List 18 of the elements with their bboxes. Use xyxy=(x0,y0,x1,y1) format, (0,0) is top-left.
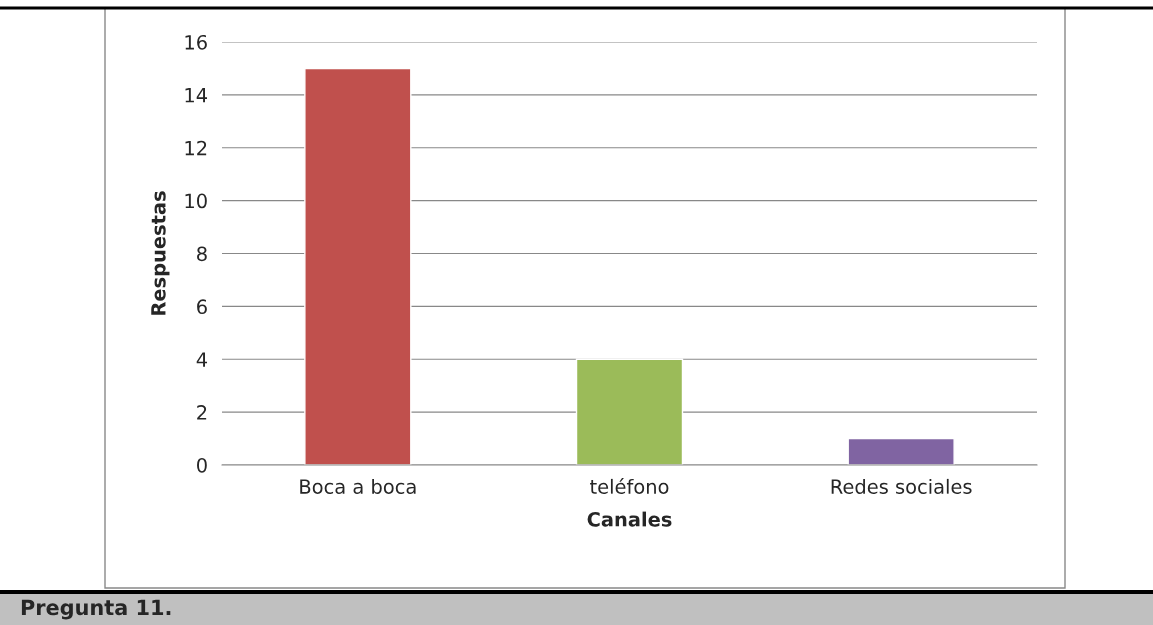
x-axis-title: Canales xyxy=(587,511,672,527)
text: Pregunta 11. xyxy=(21,599,171,620)
x-tick-label: Boca a boca xyxy=(300,478,416,494)
y-tick-label: 16 xyxy=(185,34,207,50)
x-tick-label: teléfono xyxy=(590,478,669,494)
y-tick-label: 6 xyxy=(197,299,207,315)
y-tick-label: 4 xyxy=(196,352,208,367)
y-tick-label: 0 xyxy=(197,457,207,473)
y-tick-label: 12 xyxy=(185,140,207,156)
y-tick-label: 14 xyxy=(185,88,208,103)
x-tick-label: Redes sociales xyxy=(831,478,972,494)
bar xyxy=(304,67,412,465)
y-tick-label: 2 xyxy=(197,405,207,420)
bar xyxy=(847,437,955,465)
bar xyxy=(575,358,684,465)
y-tick-label: 10 xyxy=(185,193,207,209)
y-axis-title: Respuestas xyxy=(151,191,170,315)
y-tick-label: 8 xyxy=(197,246,207,262)
